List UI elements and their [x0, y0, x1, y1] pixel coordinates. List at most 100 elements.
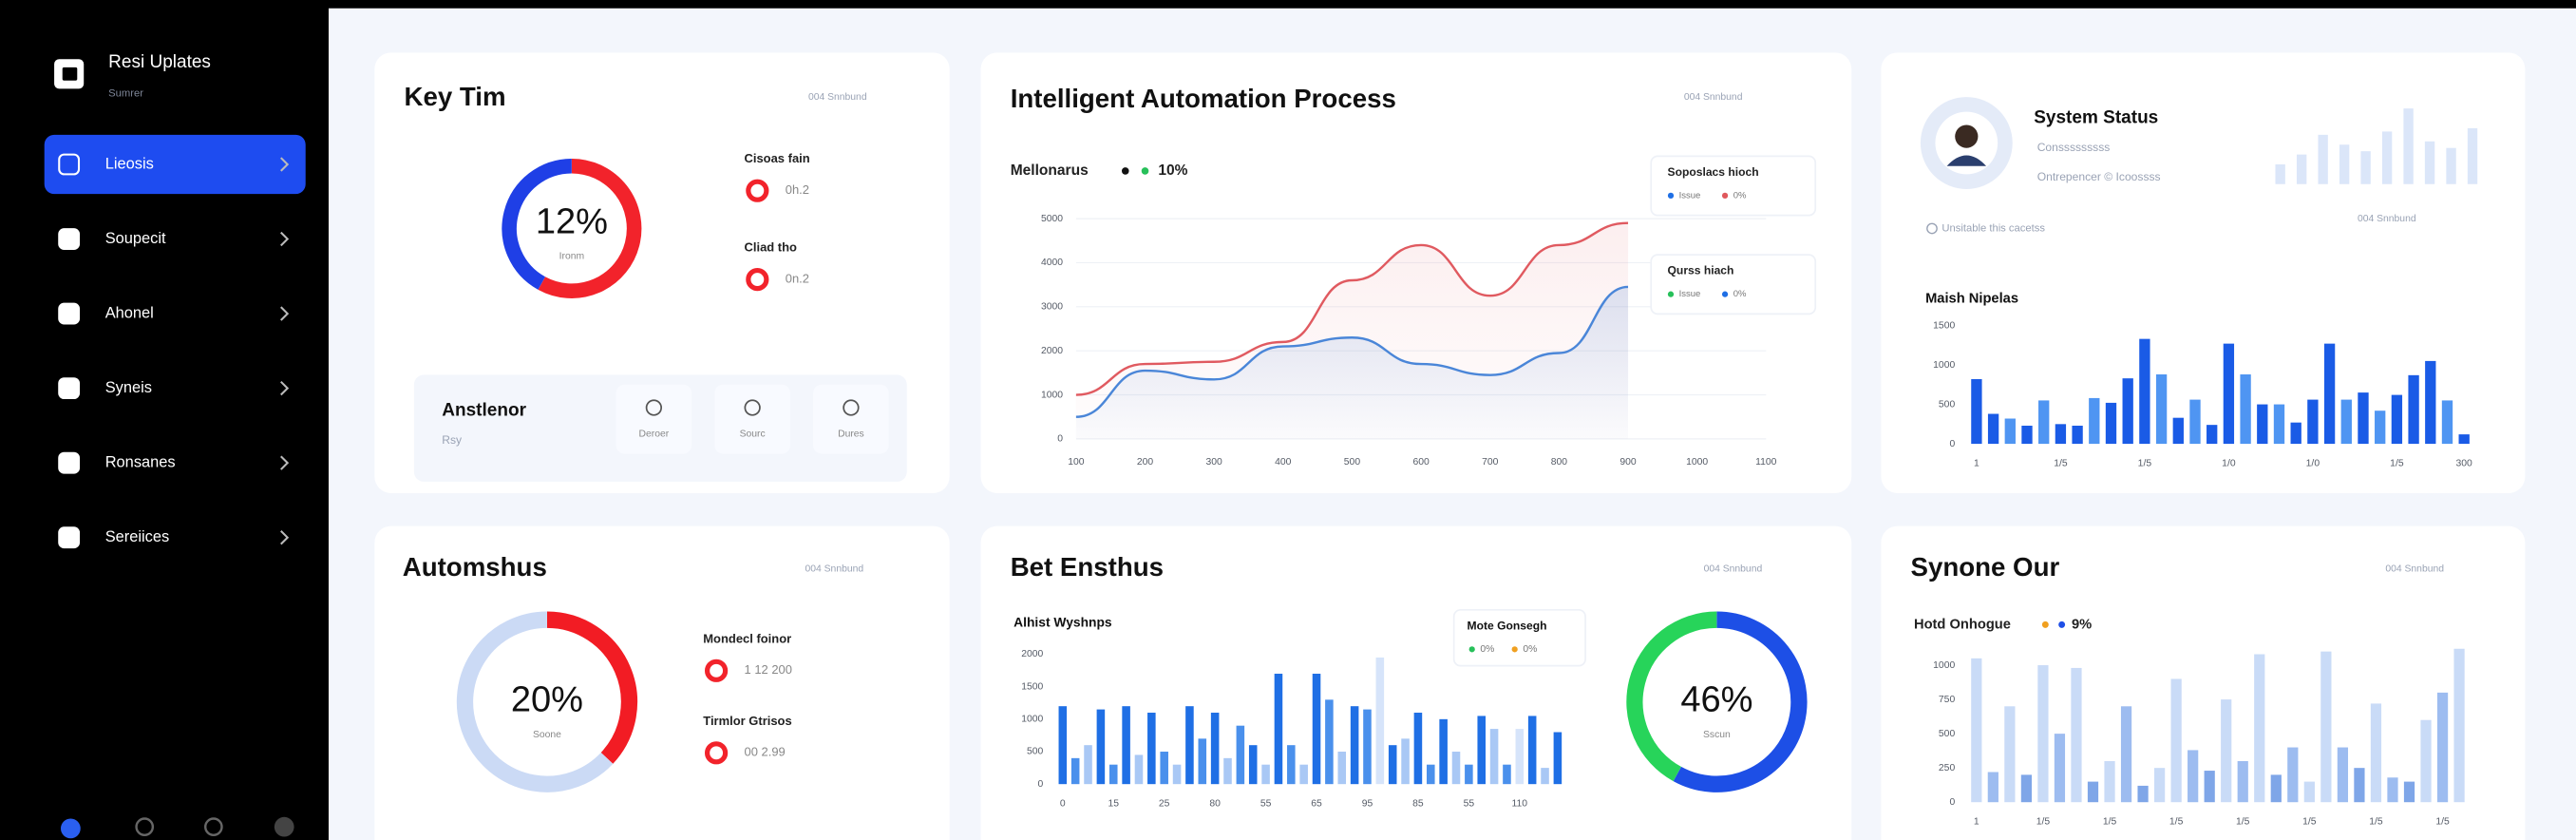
chart-title: Alhist Wyshnps — [1013, 614, 1112, 629]
x-tick-label: 1/5 — [2302, 817, 2317, 828]
x-tick-label: 65 — [1311, 799, 1322, 810]
bar — [1515, 729, 1525, 785]
tooltip-dot — [1511, 646, 1518, 653]
x-tick-label: 55 — [1464, 799, 1475, 810]
nav-icon — [58, 153, 81, 176]
bar — [1427, 764, 1435, 785]
card-meta[interactable]: 004 Snnbund — [805, 563, 864, 574]
bar — [2290, 422, 2301, 445]
bar — [2257, 404, 2268, 445]
y-tick-label: 5000 — [1041, 214, 1063, 224]
bar — [2170, 678, 2182, 803]
nav-label: Ronsanes — [105, 453, 176, 470]
bar — [1465, 764, 1473, 785]
tooltip-item: Issue — [1679, 289, 1701, 299]
bar — [2139, 338, 2150, 445]
panel-button[interactable] — [714, 384, 790, 454]
bar — [2221, 699, 2232, 803]
card-meta[interactable]: 004 Snnbund — [2385, 563, 2444, 574]
panel-button[interactable] — [616, 384, 692, 454]
legend-value: 00 2.99 — [745, 745, 786, 759]
legend-value: 0h.2 — [786, 182, 809, 197]
bar — [2021, 425, 2033, 445]
bar — [2072, 425, 2083, 445]
legend-label: Cisoas fain — [745, 151, 810, 165]
bar — [1312, 674, 1321, 785]
bar — [2155, 374, 2168, 445]
nav-item[interactable]: Lieosis — [44, 134, 306, 195]
bar — [1971, 378, 1982, 445]
legend-icon — [704, 741, 729, 765]
bar — [2254, 654, 2265, 803]
card-meta[interactable]: 004 Snnbund — [2358, 214, 2416, 224]
brand-subtitle: Sumrer — [108, 88, 143, 100]
bar — [2270, 774, 2282, 803]
bar — [2340, 399, 2352, 445]
nav-item[interactable]: Syneis — [58, 377, 290, 400]
nav-item[interactable]: Ronsanes — [58, 451, 290, 474]
x-tick-label: 1/5 — [2054, 459, 2068, 469]
bar — [2153, 768, 2166, 803]
search-icon[interactable] — [135, 817, 155, 837]
nav-chevron — [280, 157, 290, 172]
card-meta[interactable]: 004 Snnbund — [1684, 92, 1743, 103]
status-line: Consssssssss — [2037, 141, 2111, 154]
nav-item[interactable]: Sereiices — [58, 526, 290, 549]
bar — [2223, 343, 2235, 445]
legend-value: 0n.2 — [786, 272, 809, 286]
chart-title: Maish Nipelas — [1925, 292, 2018, 307]
nav-item[interactable]: Soupecit — [58, 228, 290, 250]
card-meta[interactable]: 004 Snnbund — [1704, 563, 1763, 574]
x-tick-label: 15 — [1108, 799, 1119, 810]
nav-label: Sereiices — [105, 528, 170, 545]
bar — [2375, 410, 2386, 445]
x-tick-label: 300 — [2456, 459, 2473, 469]
x-tick-label: 95 — [1362, 799, 1373, 810]
nav-active — [44, 134, 306, 195]
bar — [2408, 374, 2419, 445]
panel-button[interactable] — [813, 384, 889, 454]
donut-center: 12% — [536, 201, 608, 241]
bar — [2240, 374, 2251, 445]
legend-icon — [746, 267, 769, 292]
status-note: Unsitable this cacetss — [1941, 222, 2045, 234]
card-title: Synone Our — [1911, 552, 2060, 582]
nav-chevron — [280, 380, 290, 396]
tooltip-title: Qurss hiach — [1668, 264, 1734, 277]
bar — [2323, 343, 2336, 445]
home-icon[interactable] — [60, 818, 81, 839]
x-tick-label: 1000 — [1686, 457, 1708, 468]
bar — [2453, 648, 2465, 803]
nav-label: Soupecit — [105, 230, 166, 247]
x-tick-label: 1/5 — [2390, 459, 2404, 469]
panel-button-label: Deroer — [639, 429, 670, 439]
y-tick-label: 500 — [1939, 399, 1956, 410]
bar — [1122, 706, 1130, 785]
bar — [2087, 781, 2099, 803]
x-tick-label: 1/5 — [2169, 817, 2184, 828]
nav-icon — [58, 377, 81, 400]
card-meta[interactable]: 004 Snnbund — [808, 92, 867, 103]
x-tick-label: 1100 — [1755, 457, 1777, 468]
panel-button-icon — [645, 399, 663, 416]
profile-icon[interactable] — [274, 816, 294, 837]
x-tick-label: 55 — [1260, 799, 1272, 810]
x-tick-label: 200 — [1137, 457, 1154, 468]
legend-icon — [704, 659, 729, 682]
card — [374, 525, 950, 840]
nav-label: Lieosis — [105, 155, 154, 172]
x-tick-label: 1/5 — [2435, 817, 2450, 828]
donut-segment — [502, 158, 573, 290]
refresh-icon[interactable] — [203, 817, 223, 837]
bar — [2055, 424, 2067, 445]
bar — [2303, 781, 2315, 803]
nav-chevron — [280, 231, 290, 247]
tooltip — [1650, 155, 1817, 217]
nav-item[interactable]: Ahonel — [58, 302, 290, 325]
donut-segment — [538, 158, 642, 298]
tooltip-dot — [1667, 291, 1675, 297]
nav-label: Syneis — [105, 379, 152, 396]
x-tick-label: 400 — [1275, 457, 1292, 468]
donut-sub: Sscun — [1703, 730, 1731, 740]
x-tick-label: 80 — [1209, 799, 1221, 810]
